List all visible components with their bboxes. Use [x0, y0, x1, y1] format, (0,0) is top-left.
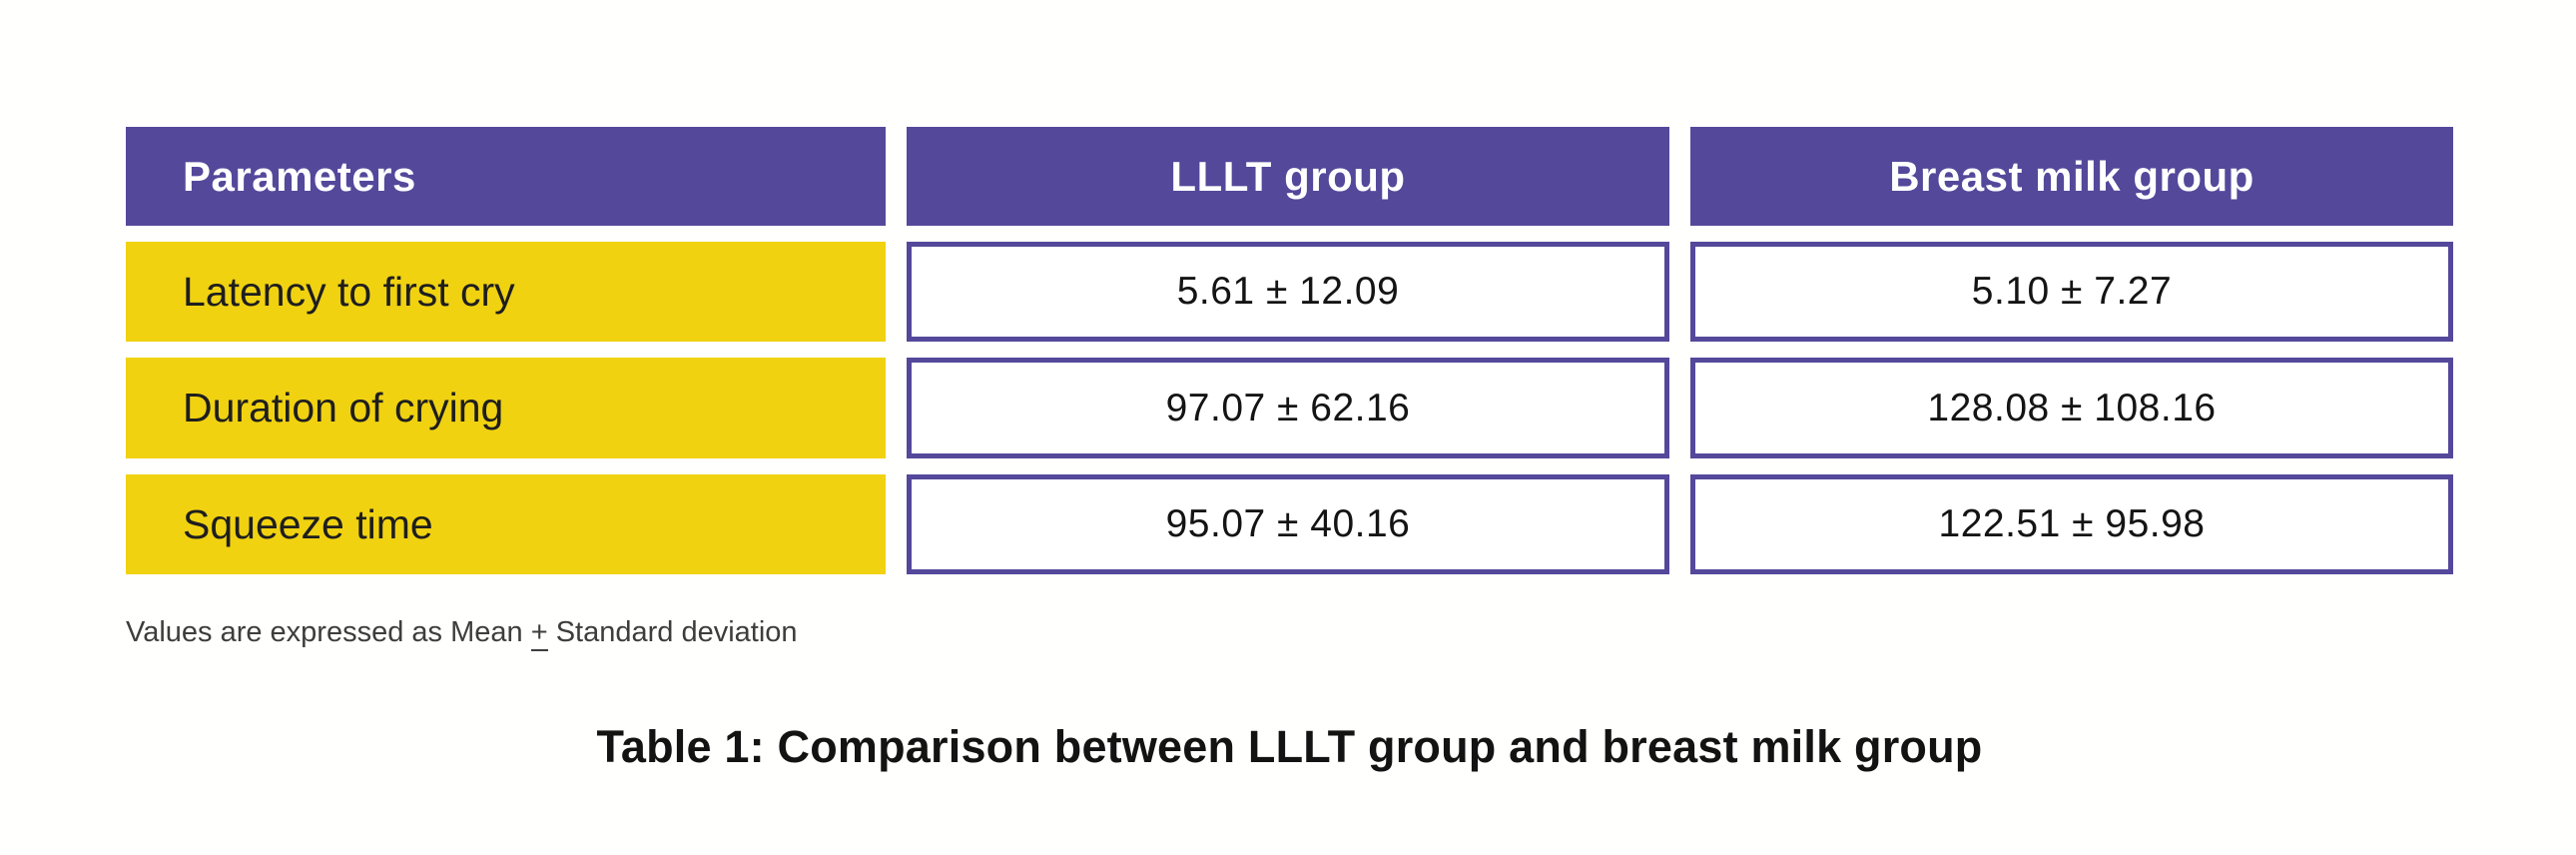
value-cell-duration-lllt: 97.07 ± 62.16	[907, 358, 1669, 458]
value-text: 5.61 ± 12.09	[1176, 270, 1400, 313]
table-caption: Table 1: Comparison between LLLT group a…	[596, 721, 1983, 772]
value-text: 122.51 ± 95.98	[1938, 502, 2206, 545]
header-label: Parameters	[183, 152, 416, 200]
value-cell-latency-breast-milk: 5.10 ± 7.27	[1690, 242, 2453, 342]
value-cell-squeeze-lllt: 95.07 ± 40.16	[907, 474, 1669, 574]
header-cell-parameters: Parameters	[126, 127, 886, 226]
value-text: 95.07 ± 40.16	[1165, 502, 1411, 545]
value-cell-duration-breast-milk: 128.08 ± 108.16	[1690, 358, 2453, 458]
header-cell-breast-milk-group: Breast milk group	[1690, 127, 2453, 226]
value-text: 97.07 ± 62.16	[1165, 386, 1411, 429]
comparison-table: Parameters LLLT group Breast milk group …	[126, 127, 2453, 773]
value-text: 5.10 ± 7.27	[1971, 270, 2173, 313]
value-cell-latency-lllt: 5.61 ± 12.09	[907, 242, 1669, 342]
value-cell-squeeze-breast-milk: 122.51 ± 95.98	[1690, 474, 2453, 574]
table-grid: Parameters LLLT group Breast milk group …	[126, 127, 2453, 574]
row-label-duration-of-crying: Duration of crying	[126, 358, 886, 458]
header-cell-lllt-group: LLLT group	[907, 127, 1669, 226]
footnote-suffix: Standard deviation	[547, 616, 798, 648]
value-text: 128.08 ± 108.16	[1927, 386, 2217, 429]
plus-minus-symbol: +	[530, 616, 548, 651]
row-label-squeeze-time: Squeeze time	[126, 474, 886, 574]
footnote-prefix: Values are expressed as Mean	[126, 616, 531, 648]
parameter-label: Latency to first cry	[183, 268, 515, 315]
parameter-label: Duration of crying	[183, 385, 504, 430]
table-footnote: Values are expressed as Mean + Standard …	[126, 616, 2453, 651]
parameter-label: Squeeze time	[183, 500, 433, 547]
header-label: LLLT group	[1170, 152, 1406, 200]
row-label-latency-to-first-cry: Latency to first cry	[126, 242, 886, 342]
header-label: Breast milk group	[1889, 152, 2254, 200]
